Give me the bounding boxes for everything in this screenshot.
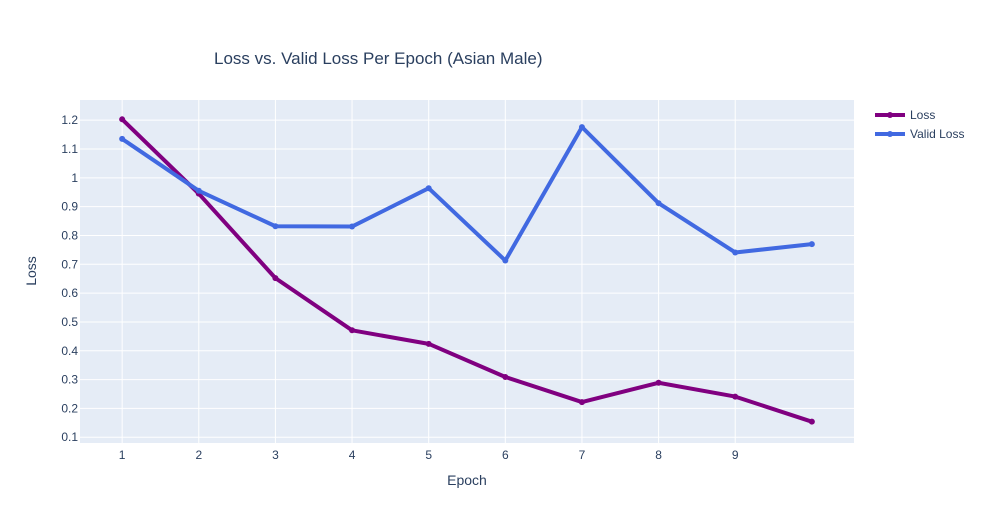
- data-point: [578, 399, 585, 406]
- x-tick-label: 4: [349, 448, 356, 462]
- y-tick-label: 1.2: [61, 113, 78, 127]
- x-tick-label: 9: [732, 448, 739, 462]
- y-tick-label: 0.4: [61, 344, 78, 358]
- data-point: [119, 135, 126, 142]
- data-point: [502, 257, 509, 264]
- data-point: [272, 275, 279, 282]
- data-point: [732, 393, 739, 400]
- x-tick-label: 1: [119, 448, 126, 462]
- y-tick-label: 0.2: [61, 401, 78, 415]
- data-point: [272, 223, 279, 230]
- grid-lines: [80, 100, 854, 443]
- series-line: [120, 117, 813, 424]
- series-2: [119, 124, 815, 264]
- data-point: [349, 223, 356, 230]
- data-point: [195, 187, 202, 194]
- series-line: [121, 125, 813, 263]
- legend: Loss Valid Loss: [875, 108, 964, 141]
- x-tick-label: 8: [655, 448, 662, 462]
- legend-item: Valid Loss: [875, 127, 964, 141]
- series-lines: [119, 116, 815, 425]
- y-tick-label: 0.7: [61, 257, 78, 271]
- legend-label: Valid Loss: [910, 127, 964, 141]
- legend-swatch-marker: [887, 131, 893, 137]
- data-point: [732, 249, 739, 256]
- x-tick-label: 5: [425, 448, 432, 462]
- y-tick-label: 0.8: [61, 228, 78, 242]
- y-tick-label: 0.5: [61, 315, 78, 329]
- data-point: [578, 124, 585, 131]
- y-tick-label: 0.6: [61, 286, 78, 300]
- legend-label: Loss: [910, 108, 935, 122]
- data-point: [502, 373, 509, 380]
- legend-item: Loss: [875, 108, 935, 122]
- data-point: [808, 418, 815, 425]
- data-point: [808, 241, 815, 248]
- x-tick-label: 7: [579, 448, 586, 462]
- x-tick-label: 2: [195, 448, 202, 462]
- data-point: [425, 185, 432, 192]
- y-tick-label: 0.9: [61, 200, 78, 214]
- y-tick-label: 1: [71, 171, 78, 185]
- legend-swatch-marker: [887, 112, 893, 118]
- data-point: [655, 379, 662, 386]
- x-tick-label: 6: [502, 448, 509, 462]
- chart-title: Loss vs. Valid Loss Per Epoch (Asian Mal…: [214, 49, 543, 68]
- data-point: [349, 327, 356, 334]
- x-tick-label: 3: [272, 448, 279, 462]
- x-axis-title: Epoch: [447, 472, 487, 488]
- y-tick-label: 1.1: [61, 142, 78, 156]
- y-axis-title: Loss: [23, 256, 39, 286]
- y-tick-label: 0.1: [61, 430, 78, 444]
- plot-background: [80, 100, 854, 443]
- data-point: [655, 200, 662, 207]
- x-axis-ticks: 1 2 3 4 5 6 7 8 9: [119, 448, 739, 462]
- data-point: [119, 116, 126, 123]
- y-tick-label: 0.3: [61, 373, 78, 387]
- data-point: [425, 340, 432, 347]
- y-axis-ticks: 0.1 0.2 0.3 0.4 0.5 0.6 0.7 0.8 0.9 1 1.1 1.2: [61, 113, 78, 444]
